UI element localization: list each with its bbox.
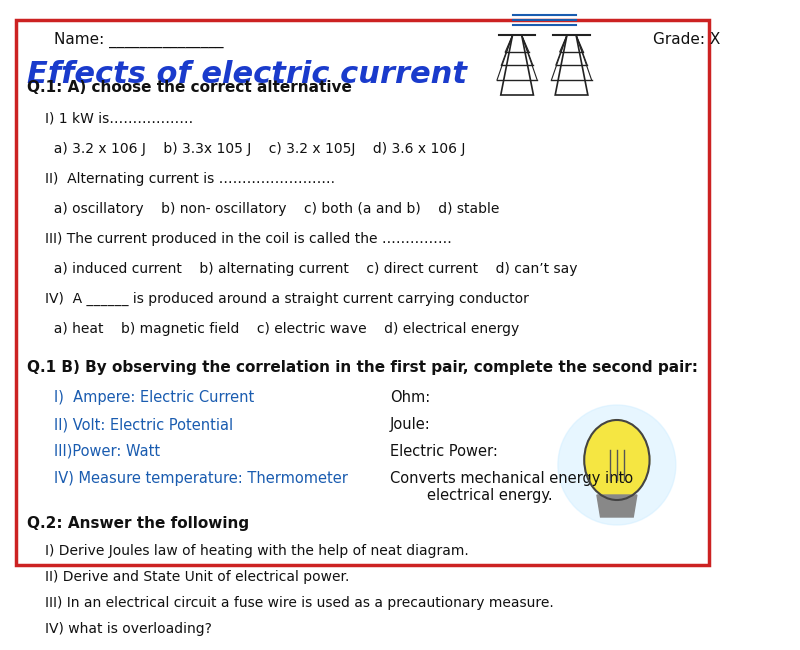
Text: Converts mechanical energy into
        electrical energy.: Converts mechanical energy into electric… <box>390 471 634 503</box>
Text: Name: _______________: Name: _______________ <box>54 32 224 48</box>
Text: I) 1 kW is………………: I) 1 kW is……………… <box>46 112 194 126</box>
Text: II)  Alternating current is …………………….: II) Alternating current is ……………………. <box>46 172 335 186</box>
Text: I)  Ampere: Electric Current: I) Ampere: Electric Current <box>54 390 254 405</box>
Text: Electric Power:: Electric Power: <box>390 444 498 459</box>
Text: Q.1 B) By observing the correlation in the first pair, complete the second pair:: Q.1 B) By observing the correlation in t… <box>27 360 698 375</box>
Text: III)Power: Watt: III)Power: Watt <box>54 444 161 459</box>
Text: Ohm:: Ohm: <box>390 390 430 405</box>
Polygon shape <box>597 495 637 517</box>
Text: II) Volt: Electric Potential: II) Volt: Electric Potential <box>54 417 234 432</box>
Text: Q.1: A) choose the correct alternative: Q.1: A) choose the correct alternative <box>27 80 352 95</box>
Text: Effects of electric current: Effects of electric current <box>27 60 467 89</box>
Text: I) Derive Joules law of heating with the help of neat diagram.: I) Derive Joules law of heating with the… <box>46 544 469 558</box>
Ellipse shape <box>584 420 650 500</box>
Ellipse shape <box>558 405 676 525</box>
Text: IV)  A ______ is produced around a straight current carrying conductor: IV) A ______ is produced around a straig… <box>46 292 530 306</box>
Text: III) In an electrical circuit a fuse wire is used as a precautionary measure.: III) In an electrical circuit a fuse wir… <box>46 596 554 610</box>
Text: III) The current produced in the coil is called the ……………: III) The current produced in the coil is… <box>46 232 452 246</box>
Text: Q.2: Answer the following: Q.2: Answer the following <box>27 516 250 531</box>
Text: IV) what is overloading?: IV) what is overloading? <box>46 622 212 636</box>
Text: a) oscillatory    b) non- oscillatory    c) both (a and b)    d) stable: a) oscillatory b) non- oscillatory c) bo… <box>46 202 500 216</box>
Text: a) induced current    b) alternating current    c) direct current    d) can’t sa: a) induced current b) alternating curren… <box>46 262 578 276</box>
Text: a) heat    b) magnetic field    c) electric wave    d) electrical energy: a) heat b) magnetic field c) electric wa… <box>46 322 520 336</box>
Text: IV) Measure temperature: Thermometer: IV) Measure temperature: Thermometer <box>54 471 348 486</box>
Text: Joule:: Joule: <box>390 417 431 432</box>
Text: II) Derive and State Unit of electrical power.: II) Derive and State Unit of electrical … <box>46 570 350 584</box>
Text: Grade: X: Grade: X <box>653 32 721 47</box>
Text: a) 3.2 x 106 J    b) 3.3x 105 J    c) 3.2 x 105J    d) 3.6 x 106 J: a) 3.2 x 106 J b) 3.3x 105 J c) 3.2 x 10… <box>46 142 466 156</box>
